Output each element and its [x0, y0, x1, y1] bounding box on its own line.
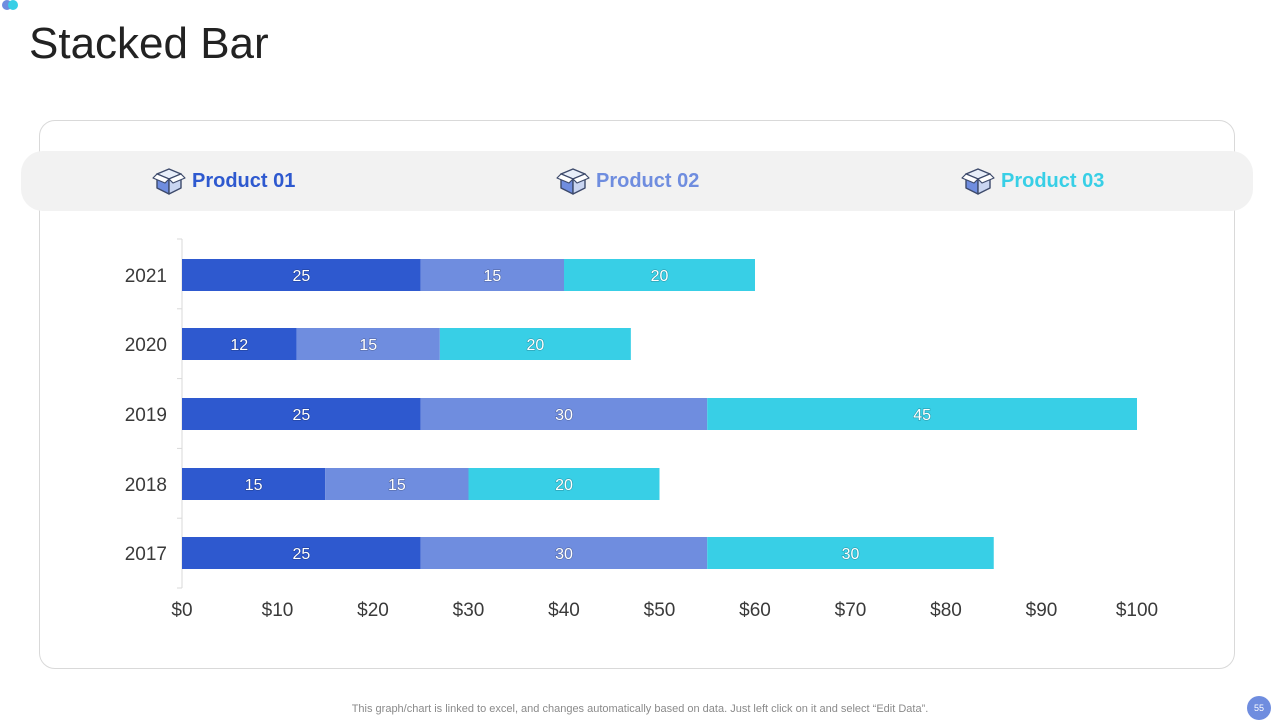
bar-2017-series-2: [420, 537, 708, 569]
bar-2018-series-3: [468, 468, 660, 500]
bar-2019-series-2: [420, 398, 708, 430]
x-tick-label: $0: [171, 600, 192, 621]
chart-card: [39, 120, 1235, 669]
legend-label: Product 03: [1001, 170, 1105, 192]
x-tick-label: $40: [548, 600, 580, 621]
corner-dot-icon: [2, 0, 12, 10]
data-label: 25: [292, 268, 310, 285]
x-tick-label: $90: [1026, 600, 1058, 621]
bar-2020-series-1: [182, 328, 297, 360]
x-tick-label: $10: [262, 600, 294, 621]
page-number: 55: [1247, 696, 1271, 720]
bar-2019-series-3: [707, 398, 1137, 430]
data-label: 20: [555, 477, 573, 494]
legend-item-product-02: Product 02: [556, 151, 699, 211]
y-tick-label: 2018: [125, 475, 167, 496]
x-tick-label: $100: [1116, 600, 1158, 621]
bar-2020-series-3: [439, 328, 631, 360]
corner-dot-icon: [8, 0, 18, 10]
bar-2017-series-1: [182, 537, 421, 569]
box-icon: [556, 164, 590, 198]
bar-2021-series-1: [182, 259, 421, 291]
bar-2020-series-2: [296, 328, 440, 360]
chart-legend: Product 01 Product 02 Product 03: [21, 151, 1253, 211]
data-label: 20: [651, 268, 669, 285]
bar-2021-series-2: [420, 259, 564, 291]
footnote: This graph/chart is linked to excel, and…: [351, 703, 929, 715]
legend-item-product-03: Product 03: [961, 151, 1104, 211]
corner-decoration: [2, 0, 22, 12]
data-label: 30: [842, 546, 860, 563]
data-label: 45: [913, 407, 931, 424]
bar-2021-series-3: [564, 259, 755, 291]
x-tick-label: $30: [453, 600, 485, 621]
data-label: 12: [230, 337, 248, 354]
y-tick-label: 2017: [125, 544, 167, 565]
data-label: 25: [292, 407, 310, 424]
data-label: 20: [526, 337, 544, 354]
legend-label: Product 01: [192, 170, 296, 192]
bar-2019-series-1: [182, 398, 421, 430]
legend-item-product-01: Product 01: [152, 151, 295, 211]
box-icon: [152, 164, 186, 198]
data-label: 30: [555, 546, 573, 563]
y-tick-label: 2019: [125, 405, 167, 426]
page-title: Stacked Bar: [29, 19, 269, 68]
bar-2018-series-2: [325, 468, 469, 500]
x-tick-label: $60: [739, 600, 771, 621]
data-label: 25: [292, 546, 310, 563]
data-label: 15: [359, 337, 377, 354]
data-label: 15: [388, 477, 406, 494]
x-tick-label: $70: [835, 600, 867, 621]
x-tick-label: $50: [644, 600, 676, 621]
y-tick-label: 2021: [125, 266, 167, 287]
y-tick-label: 2020: [125, 335, 167, 356]
box-icon: [961, 164, 995, 198]
x-tick-label: $20: [357, 600, 389, 621]
legend-label: Product 02: [596, 170, 700, 192]
bar-2017-series-3: [707, 537, 994, 569]
bar-2018-series-1: [182, 468, 326, 500]
data-label: 30: [555, 407, 573, 424]
data-label: 15: [483, 268, 501, 285]
x-tick-label: $80: [930, 600, 962, 621]
data-label: 15: [245, 477, 263, 494]
